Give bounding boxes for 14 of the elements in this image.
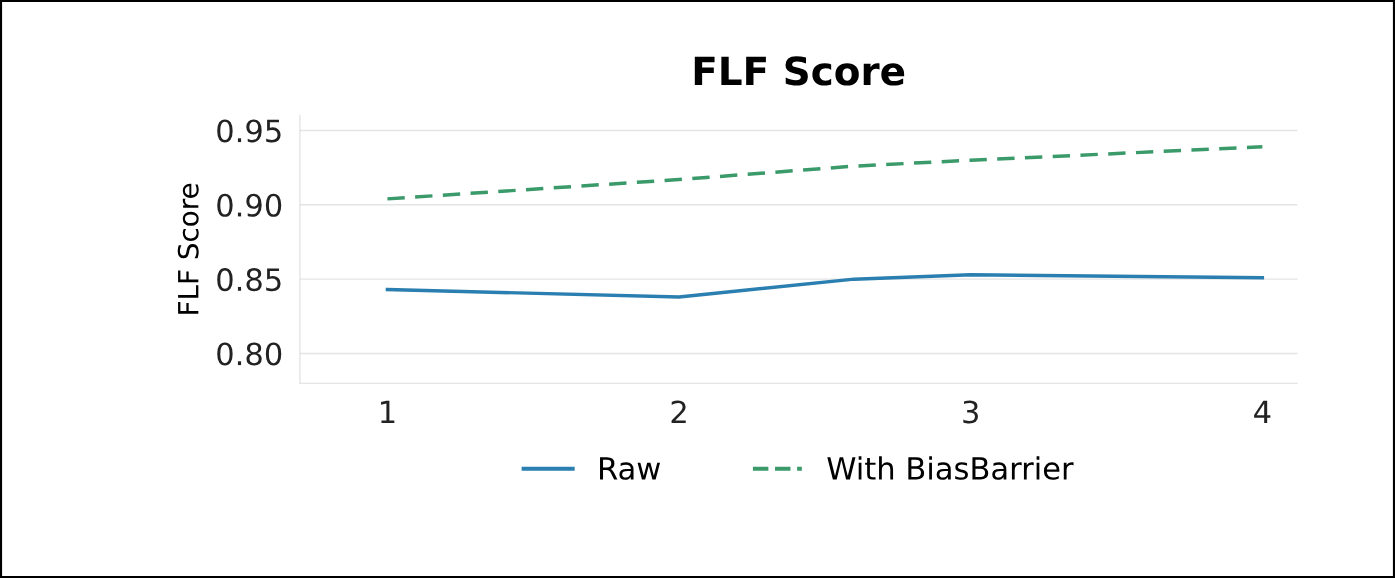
x-tick-label: 3: [963, 400, 978, 424]
y-axis-title: FLF Score: [177, 183, 199, 314]
line-series: [385, 145, 1265, 201]
y-tick-label: 0.80: [217, 342, 282, 366]
y-tick-label: 0.85: [217, 268, 281, 292]
y-tick-label: 0.95: [217, 119, 281, 143]
x-tick-label: 1: [381, 400, 395, 424]
y-tick-label: 0.90: [217, 193, 282, 217]
legend-label: Raw: [600, 457, 661, 480]
line-series: [385, 272, 1265, 299]
x-tick-label: 4: [1254, 400, 1271, 424]
x-tick-label: 2: [671, 400, 686, 424]
chart-title: FLF Score: [694, 56, 905, 86]
legend-label: With BiasBarrier: [827, 456, 1074, 480]
